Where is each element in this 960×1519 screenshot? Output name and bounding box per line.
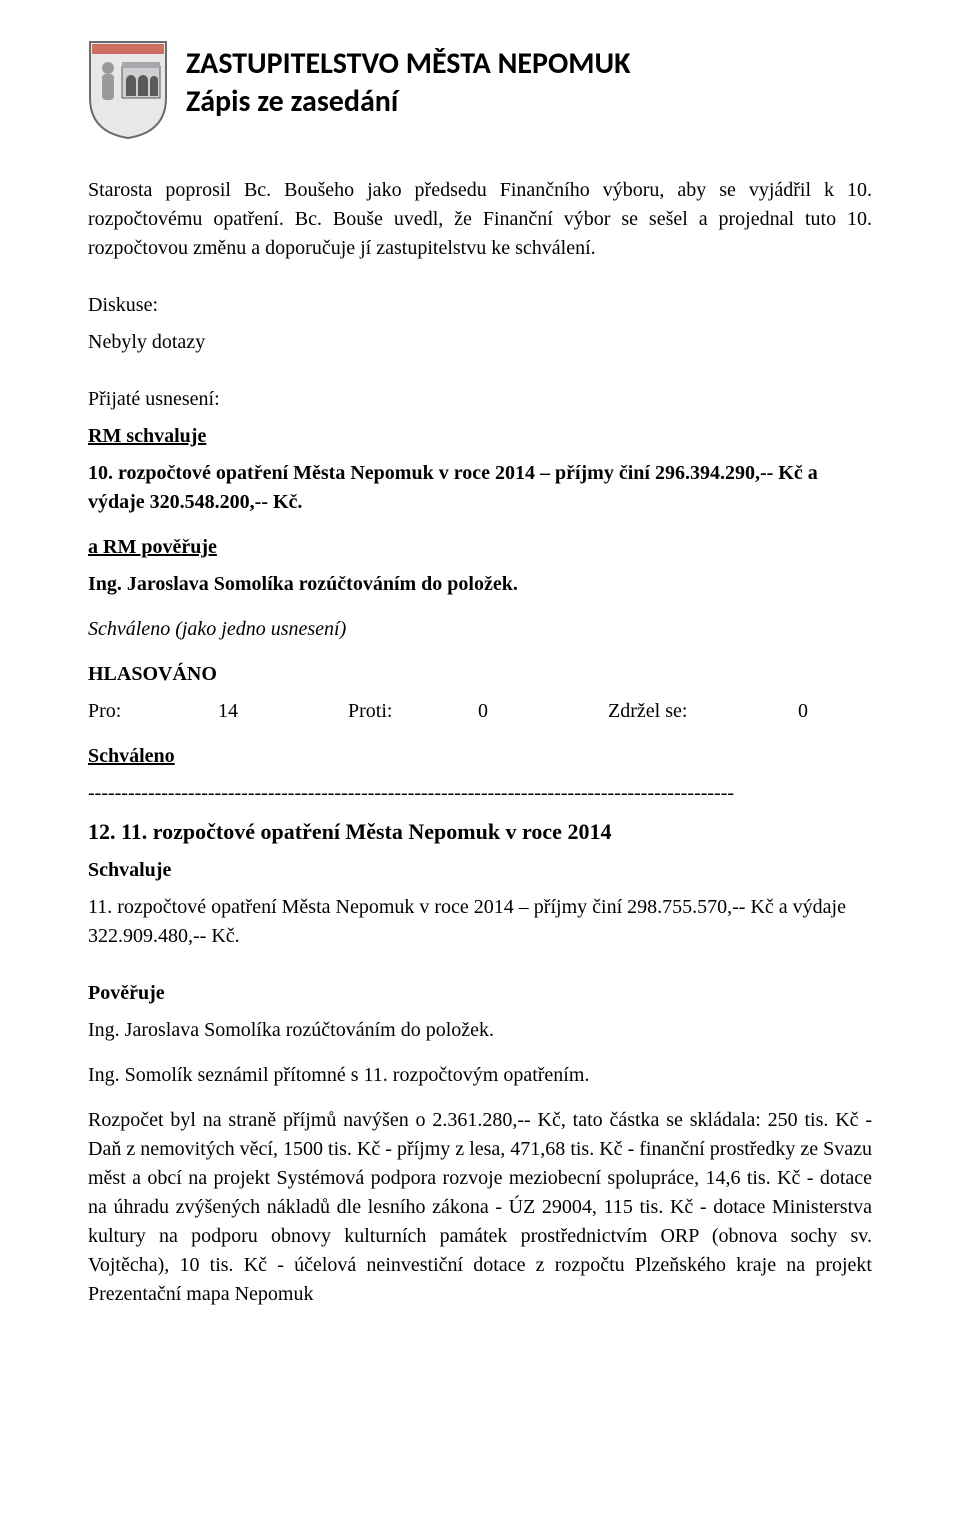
intro-paragraph: Starosta poprosil Bc. Boušeho jako předs…: [88, 176, 872, 263]
header-title: ZASTUPITELSTVO MĚSTA NEPOMUK: [186, 46, 631, 82]
vote-pro-value: 14: [218, 697, 348, 726]
crest-icon: [88, 40, 168, 140]
header-text: ZASTUPITELSTVO MĚSTA NEPOMUK Zápis ze za…: [186, 40, 631, 120]
vote-zdrzel-label: Zdržel se:: [608, 697, 798, 726]
section-12-sub: Schvaluje: [88, 856, 872, 885]
authorizes-text: Ing. Jaroslava Somolíka rozúčtováním do …: [88, 1016, 872, 1045]
separator-dashes: ----------------------------------------…: [88, 779, 872, 808]
approved-as-one: Schváleno (jako jedno usnesení): [88, 618, 346, 640]
document-body: Starosta poprosil Bc. Boušeho jako předs…: [88, 176, 872, 1309]
voted-label: HLASOVÁNO: [88, 660, 872, 689]
final-paragraph: Rozpočet byl na straně příjmů navýšen o …: [88, 1106, 872, 1309]
section-12-title: 12. 11. rozpočtové opatření Města Nepomu…: [88, 816, 872, 848]
somolik-text: Ing. Somolík seznámil přítomné s 11. roz…: [88, 1061, 872, 1090]
authorizes-label: Pověřuje: [88, 979, 872, 1008]
header-subtitle: Zápis ze zasedání: [186, 84, 631, 120]
discussion-text: Nebyly dotazy: [88, 328, 872, 357]
rm-approves-text: 10. rozpočtové opatření Města Nepomuk v …: [88, 459, 872, 517]
vote-pro-label: Pro:: [88, 697, 218, 726]
discussion-label: Diskuse:: [88, 291, 872, 320]
rm-authorizes-label: a RM pověřuje: [88, 533, 872, 562]
vote-zdrzel-value: 0: [798, 697, 838, 726]
vote-row: Pro: 14 Proti: 0 Zdržel se: 0: [88, 697, 872, 726]
vote-proti-value: 0: [478, 697, 608, 726]
approved-label: Schváleno: [88, 742, 872, 771]
document-header: ZASTUPITELSTVO MĚSTA NEPOMUK Zápis ze za…: [88, 40, 872, 140]
section-12-text: 11. rozpočtové opatření Města Nepomuk v …: [88, 893, 872, 951]
rm-authorizes-text: Ing. Jaroslava Somolíka rozúčtováním do …: [88, 570, 872, 599]
adopted-label: Přijaté usnesení:: [88, 385, 872, 414]
rm-approves-label: RM schvaluje: [88, 422, 872, 451]
vote-proti-label: Proti:: [348, 697, 478, 726]
